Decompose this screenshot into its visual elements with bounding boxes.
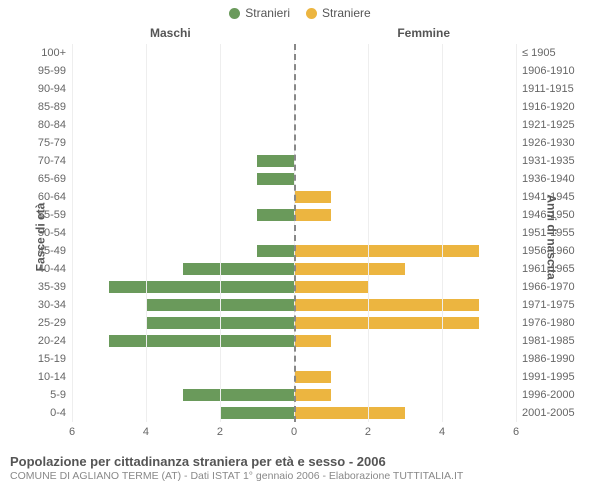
x-tick: 2 bbox=[365, 426, 371, 438]
grid-line bbox=[368, 44, 369, 422]
row-label-birth: 1936-1940 bbox=[516, 173, 575, 185]
bar-male bbox=[183, 389, 294, 401]
header-male: Maschi bbox=[150, 26, 191, 40]
row-label-birth: 1916-1920 bbox=[516, 101, 575, 113]
row-label-age: 70-74 bbox=[38, 155, 72, 167]
bar-male bbox=[257, 209, 294, 221]
bar-male bbox=[183, 263, 294, 275]
legend-item-female: Straniere bbox=[306, 6, 371, 20]
row-label-age: 60-64 bbox=[38, 191, 72, 203]
x-tick: 6 bbox=[69, 426, 75, 438]
bar-male bbox=[220, 407, 294, 419]
swatch-female bbox=[306, 8, 317, 19]
row-label-birth: 1956-1960 bbox=[516, 245, 575, 257]
bar-female bbox=[294, 263, 405, 275]
bar-female bbox=[294, 245, 479, 257]
row-label-age: 90-94 bbox=[38, 83, 72, 95]
row-label-age: 65-69 bbox=[38, 173, 72, 185]
row-label-birth: 1946-1950 bbox=[516, 209, 575, 221]
chart-footer: Popolazione per cittadinanza straniera p… bbox=[0, 452, 600, 482]
row-label-birth: 1906-1910 bbox=[516, 65, 575, 77]
swatch-male bbox=[229, 8, 240, 19]
row-label-age: 10-14 bbox=[38, 371, 72, 383]
row-label-birth: 2001-2005 bbox=[516, 407, 575, 419]
bar-male bbox=[257, 245, 294, 257]
legend: Stranieri Straniere bbox=[0, 0, 600, 22]
grid-line bbox=[442, 44, 443, 422]
row-label-age: 30-34 bbox=[38, 299, 72, 311]
bar-female bbox=[294, 407, 405, 419]
row-label-age: 85-89 bbox=[38, 101, 72, 113]
legend-label-male: Stranieri bbox=[245, 6, 290, 20]
x-axis-ticks: 6 4 2 0 2 4 6 bbox=[72, 426, 516, 442]
row-label-birth: 1996-2000 bbox=[516, 389, 575, 401]
bar-female bbox=[294, 209, 331, 221]
bar-female bbox=[294, 317, 479, 329]
bar-female bbox=[294, 389, 331, 401]
x-tick: 4 bbox=[439, 426, 445, 438]
plot-area: 100+≤ 190595-991906-191090-941911-191585… bbox=[72, 44, 516, 422]
center-line bbox=[294, 44, 296, 422]
row-label-birth: 1961-1965 bbox=[516, 263, 575, 275]
grid-line bbox=[72, 44, 73, 422]
row-label-birth: 1981-1985 bbox=[516, 335, 575, 347]
bar-male bbox=[257, 155, 294, 167]
grid-line bbox=[146, 44, 147, 422]
footer-title: Popolazione per cittadinanza straniera p… bbox=[10, 454, 590, 469]
bar-male bbox=[257, 173, 294, 185]
row-label-birth: 1991-1995 bbox=[516, 371, 575, 383]
legend-item-male: Stranieri bbox=[229, 6, 290, 20]
row-label-age: 50-54 bbox=[38, 227, 72, 239]
row-label-age: 5-9 bbox=[50, 389, 72, 401]
bar-female bbox=[294, 281, 368, 293]
row-label-age: 40-44 bbox=[38, 263, 72, 275]
row-label-birth: 1941-1945 bbox=[516, 191, 575, 203]
row-label-age: 15-19 bbox=[38, 353, 72, 365]
row-label-birth: 1951-1955 bbox=[516, 227, 575, 239]
pyramid-chart: Maschi Femmine Fasce di età Anni di nasc… bbox=[0, 22, 600, 452]
row-label-age: 25-29 bbox=[38, 317, 72, 329]
row-label-birth: 1976-1980 bbox=[516, 317, 575, 329]
grid-line bbox=[220, 44, 221, 422]
row-label-birth: 1921-1925 bbox=[516, 119, 575, 131]
row-label-birth: 1971-1975 bbox=[516, 299, 575, 311]
row-label-age: 95-99 bbox=[38, 65, 72, 77]
x-tick: 4 bbox=[143, 426, 149, 438]
bar-female bbox=[294, 335, 331, 347]
row-label-age: 20-24 bbox=[38, 335, 72, 347]
grid-line bbox=[516, 44, 517, 422]
x-tick: 6 bbox=[513, 426, 519, 438]
row-label-age: 80-84 bbox=[38, 119, 72, 131]
bar-male bbox=[109, 335, 294, 347]
row-label-age: 55-59 bbox=[38, 209, 72, 221]
row-label-birth: 1986-1990 bbox=[516, 353, 575, 365]
footer-subtitle: COMUNE DI AGLIANO TERME (AT) - Dati ISTA… bbox=[10, 470, 590, 482]
row-label-age: 100+ bbox=[41, 47, 72, 59]
bar-female bbox=[294, 299, 479, 311]
bar-male bbox=[109, 281, 294, 293]
bar-female bbox=[294, 371, 331, 383]
header-female: Femmine bbox=[397, 26, 450, 40]
row-label-birth: ≤ 1905 bbox=[516, 47, 556, 59]
row-label-birth: 1926-1930 bbox=[516, 137, 575, 149]
row-label-age: 35-39 bbox=[38, 281, 72, 293]
x-tick: 0 bbox=[291, 426, 297, 438]
row-label-birth: 1931-1935 bbox=[516, 155, 575, 167]
legend-label-female: Straniere bbox=[322, 6, 371, 20]
row-label-age: 75-79 bbox=[38, 137, 72, 149]
x-tick: 2 bbox=[217, 426, 223, 438]
row-label-birth: 1911-1915 bbox=[516, 83, 574, 95]
bar-female bbox=[294, 191, 331, 203]
row-label-age: 0-4 bbox=[50, 407, 72, 419]
row-label-birth: 1966-1970 bbox=[516, 281, 575, 293]
row-label-age: 45-49 bbox=[38, 245, 72, 257]
